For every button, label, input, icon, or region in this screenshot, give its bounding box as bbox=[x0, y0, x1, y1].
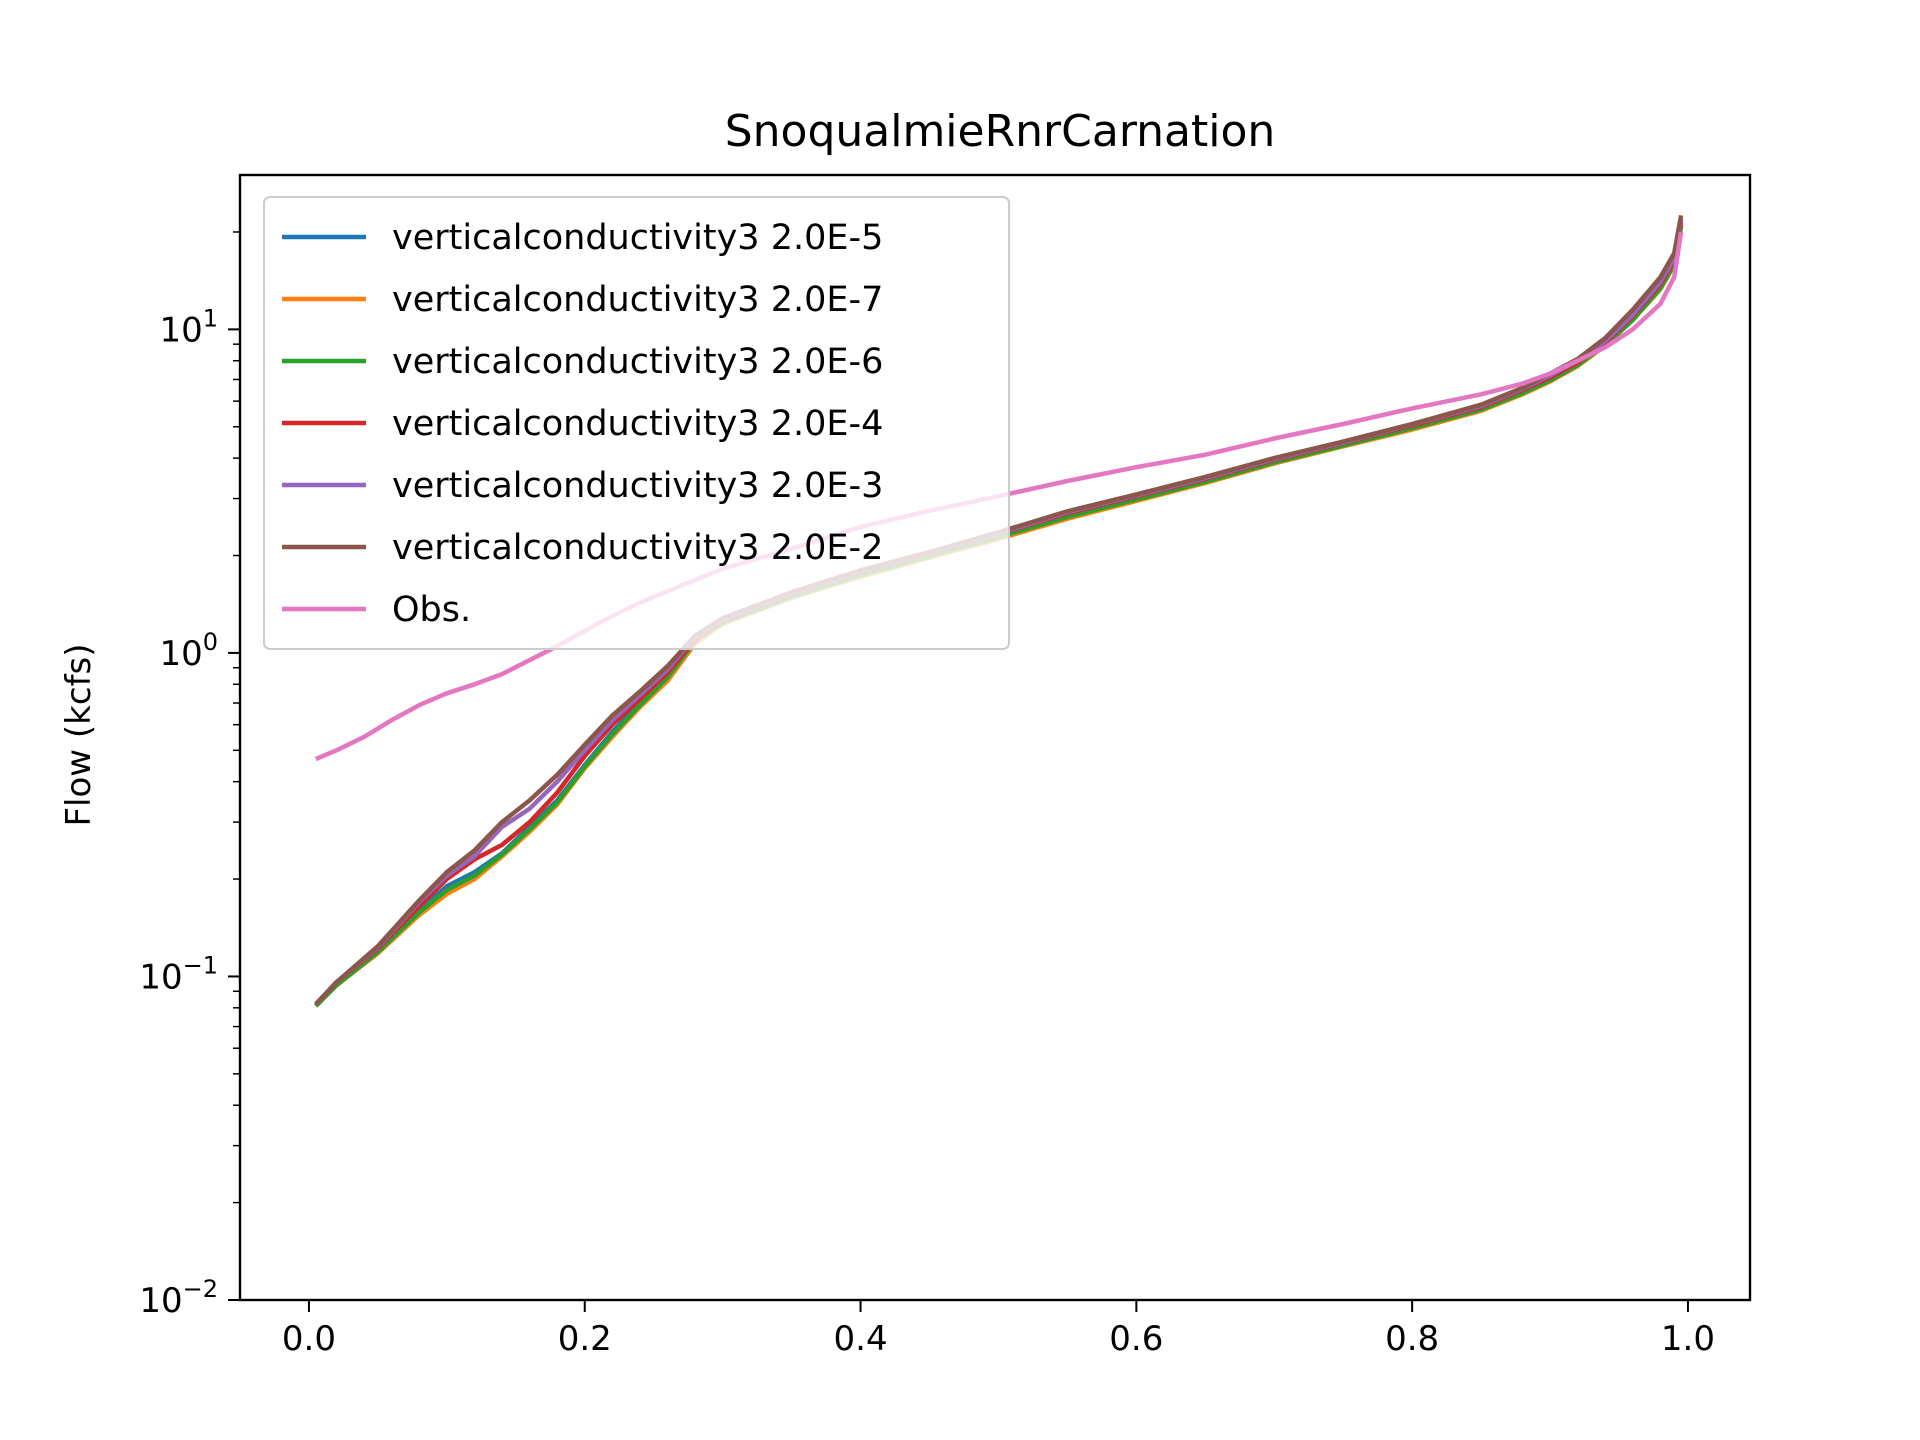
x-tick-label: 0.8 bbox=[1385, 1319, 1439, 1359]
x-tick-label: 0.6 bbox=[1109, 1319, 1163, 1359]
x-tick-label: 0.4 bbox=[834, 1319, 888, 1359]
legend-label: verticalconductivity3 2.0E-5 bbox=[392, 218, 883, 258]
x-tick-label: 1.0 bbox=[1661, 1319, 1715, 1359]
x-axis-ticks: 0.0 0.2 0.4 0.6 0.8 1.0 bbox=[282, 1300, 1715, 1359]
legend-label: verticalconductivity3 2.0E-7 bbox=[392, 280, 883, 320]
x-tick-label: 0.2 bbox=[558, 1319, 612, 1359]
y-tick-label: 10−1 bbox=[139, 951, 218, 997]
legend-label: Obs. bbox=[392, 590, 471, 630]
legend-label: verticalconductivity3 2.0E-2 bbox=[392, 528, 883, 568]
y-tick-label: 10−2 bbox=[139, 1275, 218, 1321]
legend-label: verticalconductivity3 2.0E-6 bbox=[392, 342, 883, 382]
y-axis-label: Flow (kcfs) bbox=[59, 643, 99, 826]
legend-label: verticalconductivity3 2.0E-4 bbox=[392, 404, 883, 444]
legend-label: verticalconductivity3 2.0E-3 bbox=[392, 466, 883, 506]
legend: verticalconductivity3 2.0E-5 verticalcond… bbox=[263, 196, 1010, 650]
plot-frame bbox=[238, 173, 1752, 1302]
y-axis-ticks: 10−2 10−1 100 101 bbox=[139, 231, 240, 1321]
legend-box bbox=[263, 196, 1010, 650]
chart-title: SnoqualmieRnrCarnation bbox=[725, 106, 1276, 157]
x-tick-label: 0.0 bbox=[282, 1319, 336, 1359]
y-tick-label: 101 bbox=[159, 304, 218, 350]
y-tick-label: 100 bbox=[159, 628, 218, 674]
